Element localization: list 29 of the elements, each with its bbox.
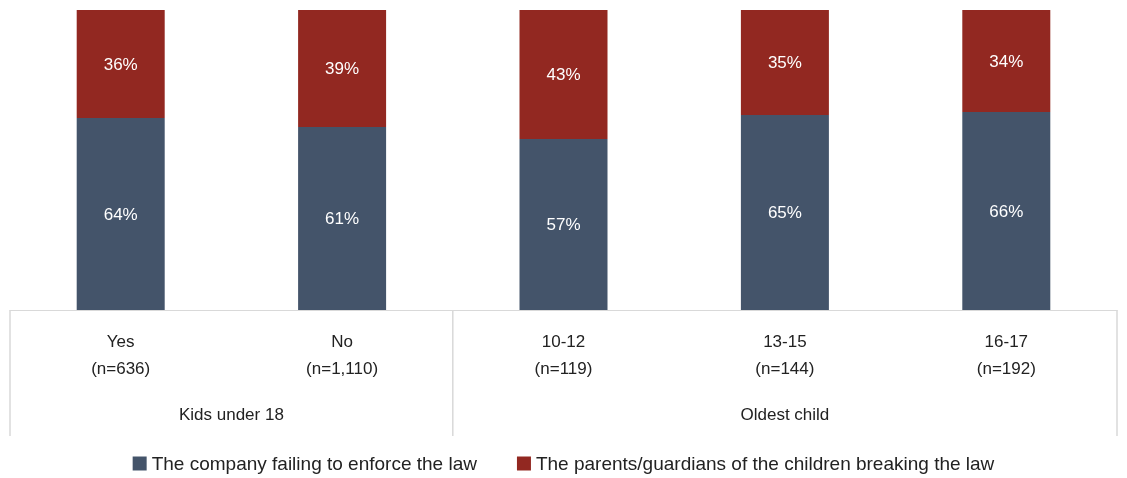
x-tick-label: 16-17 (n=192) (976, 332, 1036, 378)
x-tick-label: 13-15 (n=144) (755, 332, 815, 378)
data-label: 64% (103, 204, 138, 224)
bar (962, 112, 1051, 310)
bar (962, 10, 1051, 112)
legend-label: The parents/guardians of the children breaking the law (535, 453, 995, 474)
bar (519, 10, 608, 139)
data-label: 36% (103, 54, 138, 74)
bar (740, 10, 829, 115)
bar (76, 10, 165, 118)
legend-label: The company failing to enforce the law (151, 453, 478, 474)
bar (519, 139, 608, 310)
data-label: 66% (989, 201, 1024, 221)
data-label: 61% (325, 209, 360, 228)
data-label: 43% (546, 65, 581, 84)
x-tick-label: Yes (n=636) (91, 332, 151, 378)
bar (298, 10, 387, 127)
data-label: 57% (546, 215, 581, 234)
text: Oldest child (740, 405, 830, 424)
bar (76, 118, 165, 310)
data-label: 34% (989, 51, 1024, 71)
data-label: 35% (767, 53, 802, 72)
text: Kids under 18 (178, 405, 284, 424)
data-label: 39% (325, 59, 360, 78)
x-tick-label: 10-12 (n=119) (534, 332, 593, 378)
bar (298, 127, 387, 310)
data-label: 65% (767, 203, 802, 222)
bar (740, 115, 829, 310)
x-tick-label: No (n=1,110) (306, 332, 379, 378)
